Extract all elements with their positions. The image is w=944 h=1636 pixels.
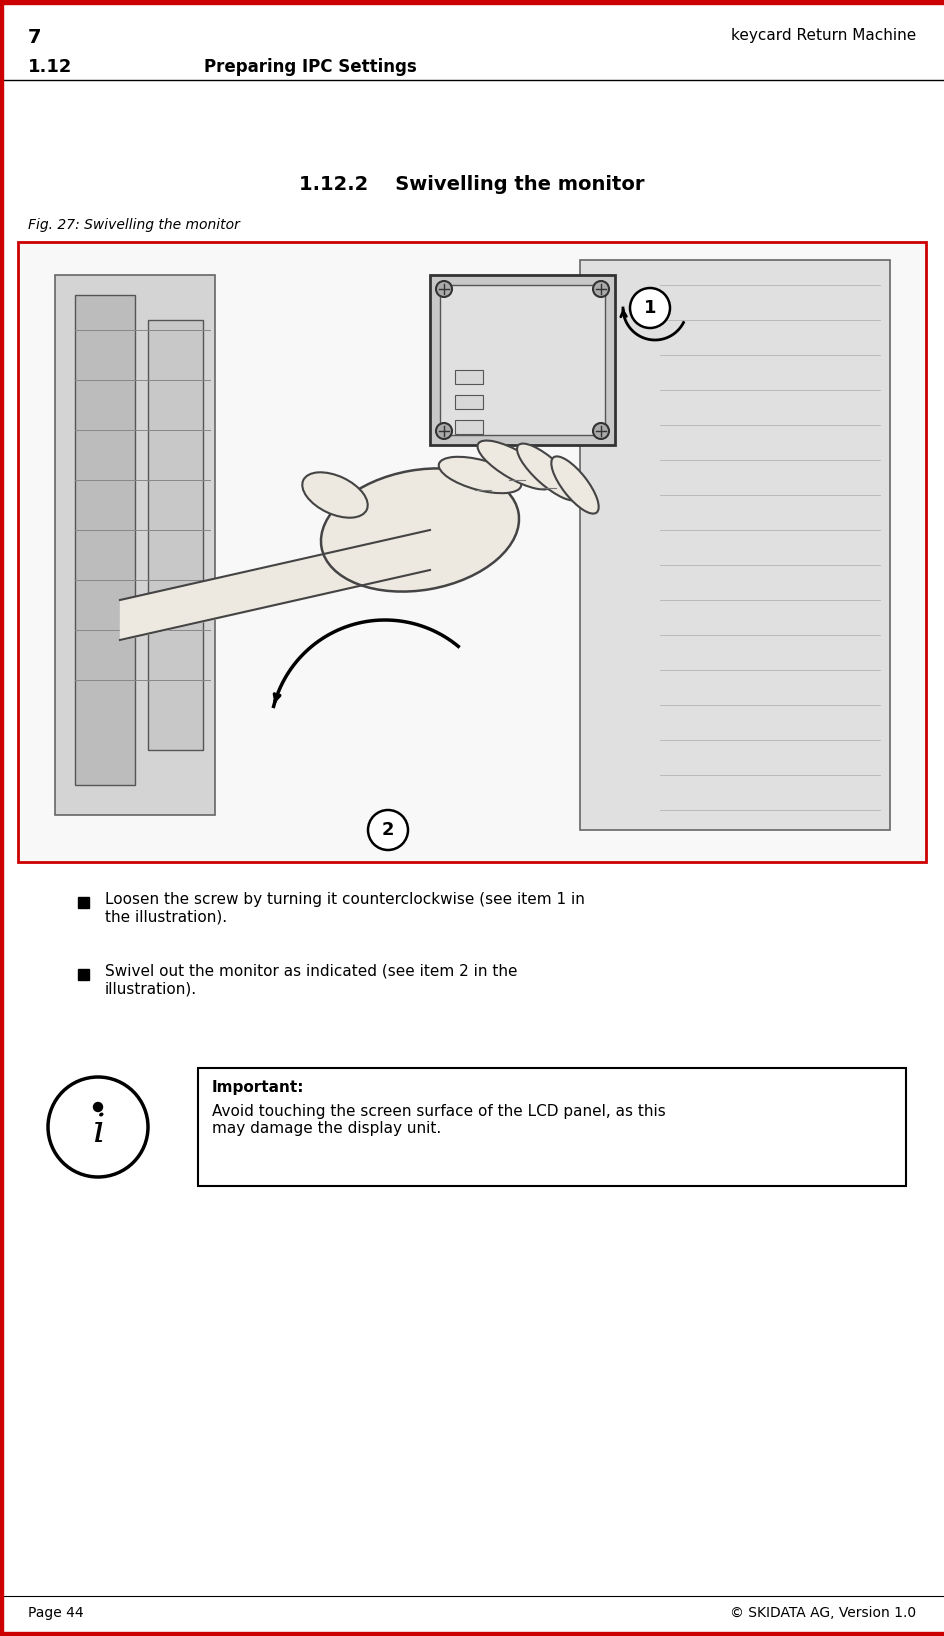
- Circle shape: [93, 1103, 103, 1111]
- Circle shape: [593, 281, 609, 298]
- Bar: [78, 897, 89, 908]
- Bar: [148, 321, 203, 749]
- Bar: [0, 0, 944, 3]
- Bar: [455, 420, 483, 434]
- Bar: [18, 242, 926, 862]
- Text: Loosen the screw by turning it counterclockwise (see item 1 in
the illustration): Loosen the screw by turning it countercl…: [105, 892, 585, 924]
- Ellipse shape: [478, 440, 552, 489]
- Text: keycard Return Machine: keycard Return Machine: [731, 28, 916, 43]
- Ellipse shape: [439, 456, 521, 492]
- Bar: [0, 0, 3, 1636]
- Bar: [455, 370, 483, 384]
- Text: Swivel out the monitor as indicated (see item 2 in the
illustration).: Swivel out the monitor as indicated (see…: [105, 964, 517, 996]
- Text: Preparing IPC Settings: Preparing IPC Settings: [204, 57, 416, 75]
- Circle shape: [368, 810, 408, 851]
- Text: 1.12.2    Swivelling the monitor: 1.12.2 Swivelling the monitor: [299, 175, 645, 195]
- Text: Avoid touching the screen surface of the LCD panel, as this
may damage the displ: Avoid touching the screen surface of the…: [212, 1104, 666, 1137]
- Bar: [75, 294, 135, 785]
- Text: 1.12: 1.12: [28, 57, 73, 75]
- Circle shape: [436, 281, 452, 298]
- Text: Fig. 27: Swivelling the monitor: Fig. 27: Swivelling the monitor: [28, 218, 240, 232]
- Text: i: i: [92, 1114, 104, 1150]
- Ellipse shape: [551, 456, 598, 514]
- Text: © SKIDATA AG, Version 1.0: © SKIDATA AG, Version 1.0: [730, 1607, 916, 1620]
- Circle shape: [630, 288, 670, 327]
- Text: Page 44: Page 44: [28, 1607, 84, 1620]
- Bar: [440, 285, 605, 435]
- Circle shape: [48, 1076, 148, 1176]
- Bar: [580, 260, 890, 829]
- Ellipse shape: [321, 468, 519, 592]
- Bar: [0, 1633, 944, 1636]
- Text: 7: 7: [28, 28, 42, 47]
- Circle shape: [593, 424, 609, 438]
- Bar: [430, 275, 615, 445]
- Text: Important:: Important:: [212, 1080, 305, 1094]
- Bar: [198, 1068, 906, 1186]
- Text: 2: 2: [381, 821, 395, 839]
- Bar: [78, 969, 89, 980]
- Bar: [455, 394, 483, 409]
- Text: 1: 1: [644, 299, 656, 317]
- Bar: [55, 275, 215, 815]
- Ellipse shape: [517, 443, 579, 501]
- Circle shape: [436, 424, 452, 438]
- Ellipse shape: [302, 473, 368, 517]
